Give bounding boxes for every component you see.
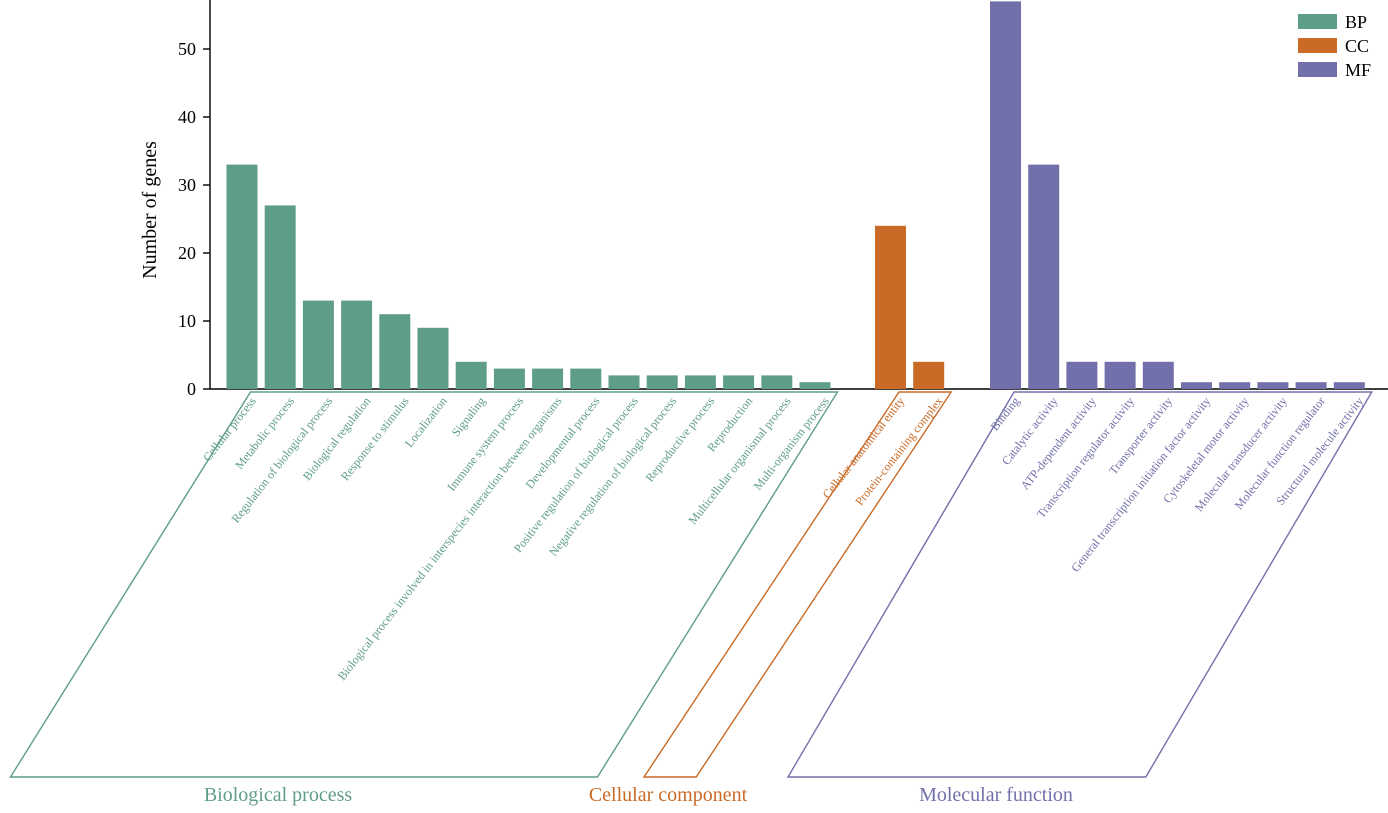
- y-axis-label: Number of genes: [139, 141, 161, 279]
- legend-label-cc: CC: [1345, 36, 1369, 56]
- bar-bp: [684, 375, 716, 389]
- bar-bp: [226, 164, 258, 389]
- bar-mf: [1181, 382, 1212, 389]
- bar-bp: [799, 382, 831, 389]
- category-label: General transcription initiation factor …: [1068, 394, 1213, 574]
- y-tick-label: 50: [178, 39, 196, 59]
- y-ticks-layer: 0 10 20 30 40 50: [178, 39, 210, 399]
- bar-bp: [608, 375, 640, 389]
- group-label-mf: Molecular function: [919, 784, 1073, 806]
- bar-mf: [1028, 164, 1060, 389]
- bar-bp: [417, 327, 449, 389]
- y-tick-label: 30: [178, 175, 196, 195]
- bar-bp: [493, 368, 525, 389]
- bar-bp: [570, 368, 602, 389]
- legend-label-bp: BP: [1345, 12, 1367, 32]
- bar-mf: [1142, 361, 1174, 389]
- legend-swatch-cc: [1298, 38, 1337, 53]
- bar-bp: [264, 205, 296, 389]
- bar-bp: [761, 375, 793, 389]
- group-bracket-mf: [786, 391, 1374, 778]
- bar-mf: [1333, 382, 1365, 389]
- bar-cc: [913, 361, 945, 389]
- bar-mf: [1295, 382, 1327, 389]
- category-label: Multi-organism process: [751, 394, 832, 493]
- bar-mf: [990, 1, 1021, 390]
- category-label: Reproductive process: [642, 394, 717, 485]
- legend: BP CC MF: [1298, 12, 1371, 80]
- category-label: Response to stimulus: [338, 394, 412, 483]
- bar-bp: [646, 375, 678, 389]
- legend-swatch-bp: [1298, 14, 1337, 29]
- group-label-bp: Biological process: [204, 784, 353, 806]
- bar-bp: [341, 300, 373, 389]
- bar-bp: [379, 314, 411, 389]
- legend-label-mf: MF: [1345, 60, 1371, 80]
- bar-mf: [1104, 361, 1136, 389]
- y-tick-label: 40: [178, 107, 196, 127]
- group-bracket-bp: [9, 391, 839, 778]
- category-label: Biological regulation: [300, 394, 374, 483]
- bar-bp: [455, 361, 487, 389]
- bar-cc: [875, 225, 906, 389]
- category-label: Signaling: [449, 394, 488, 439]
- group-label-cc: Cellular component: [589, 784, 748, 806]
- bar-mf: [1257, 382, 1289, 389]
- bar-mf: [1066, 361, 1098, 389]
- group-brackets-layer: Biological process Cellular component Mole…: [9, 391, 1374, 806]
- legend-swatch-mf: [1298, 62, 1337, 77]
- bar-mf: [1219, 382, 1251, 389]
- y-tick-label: 20: [178, 243, 196, 263]
- group-bracket-cc: [642, 391, 953, 778]
- y-tick-label: 10: [178, 311, 196, 331]
- bar-bp: [302, 300, 334, 389]
- bar-bp: [723, 375, 755, 389]
- bar-bp: [532, 368, 564, 389]
- bars-layer: [226, 1, 1365, 390]
- y-tick-label: 0: [187, 379, 196, 399]
